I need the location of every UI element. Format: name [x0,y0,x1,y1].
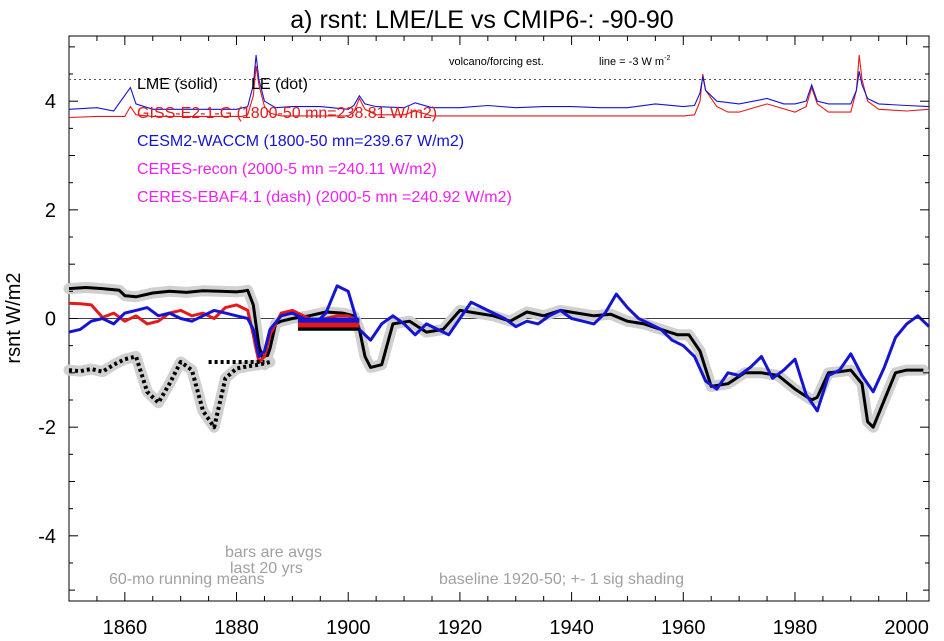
giss-e2-1-g-forcing-line [68,54,930,119]
le-dot-line [68,354,271,430]
chart-title: a) rsnt: LME/LE vs CMIP6-: -90-90 [290,6,673,34]
legend: LME (solid) LE (dot) GISS-E2-1-G (1800-5… [137,76,512,206]
annotation-running-mean: 60-mo running means [109,571,265,588]
legend-cesm2: CESM2-WACCM (1800-50 mn=239.67 W/m2) [137,133,464,150]
y-tick-label: 4 [45,91,56,113]
axes-layer: 4 2 0 -2 -4 1860 1880 1900 1920 1940 1960 1980 2000 [38,36,929,639]
x-tick-label: 1880 [214,617,259,639]
legend-ceres-recon: CERES-recon (2000-5 mn =240.11 W/m2) [137,161,437,178]
annotation-line-note: line = -3 W m-2 [599,55,670,68]
y-axis-label: rsnt W/m2 [3,272,25,363]
x-tick-label: 1960 [661,617,706,639]
lme-solid-line [68,286,924,429]
y-tick-label: -4 [38,526,56,548]
annotation-line-note-text: line = -3 W m [599,56,664,68]
legend-le: LE (dot) [251,76,308,93]
annotation-line-note-sup: -2 [664,55,670,62]
x-tick-label: 1900 [326,617,371,639]
y-tick-label: 2 [45,200,56,222]
y-tick-label: -2 [38,417,56,439]
forcing-layer [68,54,930,119]
legend-ceres-ebaf: CERES-EBAF4.1 (dash) (2000-5 mn =240.92 … [137,189,512,206]
series-layer [63,282,931,433]
x-tick-label: 1860 [103,617,148,639]
cesm2-waccm-line [68,284,931,413]
cesm2-waccm-forcing-line [68,54,930,112]
x-tick-label: 1920 [438,617,483,639]
annotation-volcano: volcano/forcing est. [449,56,544,68]
x-tick-label: 2000 [884,617,929,639]
x-tick-label: 1980 [773,617,818,639]
x-tick-label: 1940 [549,617,594,639]
legend-giss: GISS-E2-1-G (1800-50 mn=238.81 W/m2) [137,105,437,122]
annotation-bars-2: last 20 yrs [230,560,303,577]
annotation-baseline: baseline 1920-50; +- 1 sig shading [439,571,684,588]
legend-lme: LME (solid) [137,76,218,93]
y-tick-label: 0 [45,309,56,331]
annotation-bars-1: bars are avgs [225,544,322,561]
bars-layer [208,317,360,364]
